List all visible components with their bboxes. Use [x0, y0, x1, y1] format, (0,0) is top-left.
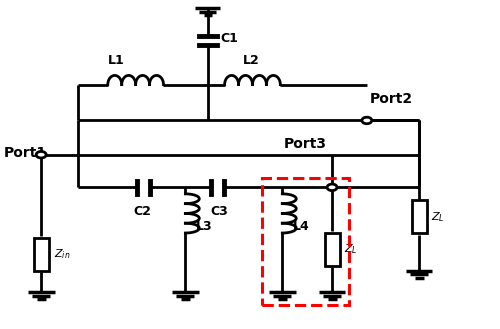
- Text: $Z_L$: $Z_L$: [344, 242, 358, 256]
- Text: C1: C1: [220, 32, 238, 45]
- Text: L3: L3: [196, 220, 213, 233]
- Text: C3: C3: [210, 205, 228, 218]
- Text: Port2: Port2: [370, 92, 412, 106]
- Text: L4: L4: [294, 220, 310, 233]
- Circle shape: [36, 151, 46, 158]
- Bar: [324, 233, 340, 266]
- Bar: [262, 178, 350, 305]
- Circle shape: [362, 117, 372, 124]
- Text: C2: C2: [133, 205, 151, 218]
- Bar: [34, 238, 48, 270]
- Text: $Z_L$: $Z_L$: [432, 210, 445, 224]
- Text: L2: L2: [242, 54, 260, 67]
- Bar: [412, 200, 426, 233]
- Circle shape: [327, 184, 337, 190]
- Text: Port1: Port1: [4, 146, 47, 160]
- Text: Port3: Port3: [284, 138, 327, 151]
- Text: L1: L1: [108, 54, 125, 67]
- Text: $Z_{in}$: $Z_{in}$: [54, 247, 70, 261]
